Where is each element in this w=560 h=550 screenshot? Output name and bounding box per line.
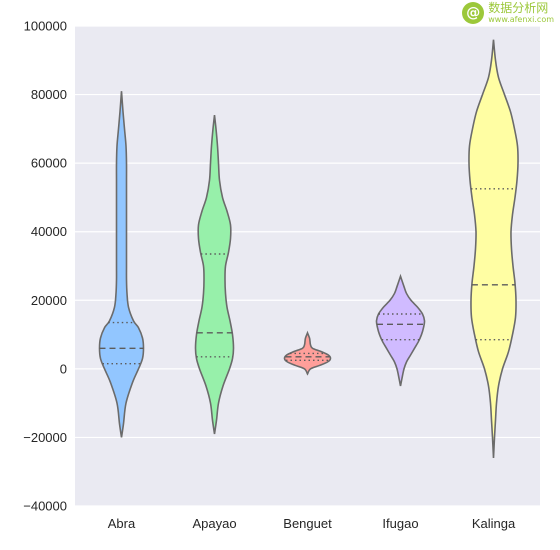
x-tick-label: Apayao	[192, 516, 236, 531]
violin-kalinga	[468, 39, 519, 459]
violin-ifugao	[375, 273, 426, 387]
violin-body	[468, 39, 519, 459]
x-axis-tick-labels: Abra Apayao Benguet Ifugao Kalinga	[108, 516, 516, 531]
violin-body	[283, 330, 332, 376]
watermark-name: 数据分析网	[488, 1, 549, 15]
violin-abra	[98, 91, 145, 438]
plot-background	[75, 26, 540, 506]
y-tick-label: −40000	[23, 499, 67, 514]
x-tick-label: Abra	[108, 516, 136, 531]
violin-body	[375, 273, 426, 387]
y-axis-tick-labels: −40000 −20000 0 20000 40000 60000 80000 100000	[23, 19, 67, 514]
y-tick-label: 20000	[31, 293, 67, 308]
y-tick-label: 0	[60, 361, 67, 376]
violin-benguet	[283, 330, 332, 376]
y-tick-label: 40000	[31, 224, 67, 239]
violin-apayao	[194, 115, 235, 435]
watermark-logo-icon: @	[462, 2, 485, 24]
y-tick-label: 100000	[24, 19, 67, 34]
violins	[98, 39, 519, 459]
y-tick-label: 80000	[31, 87, 67, 102]
x-tick-label: Benguet	[283, 516, 332, 531]
x-tick-label: Kalinga	[472, 516, 516, 531]
violin-body	[194, 115, 235, 435]
watermark-url: www.afenxi.com	[488, 15, 554, 24]
x-tick-label: Ifugao	[382, 516, 418, 531]
violin-body	[98, 91, 145, 438]
watermark: @ 数据分析网 www.afenxi.com	[462, 2, 554, 24]
y-tick-label: 60000	[31, 156, 67, 171]
y-tick-label: −20000	[23, 430, 67, 445]
